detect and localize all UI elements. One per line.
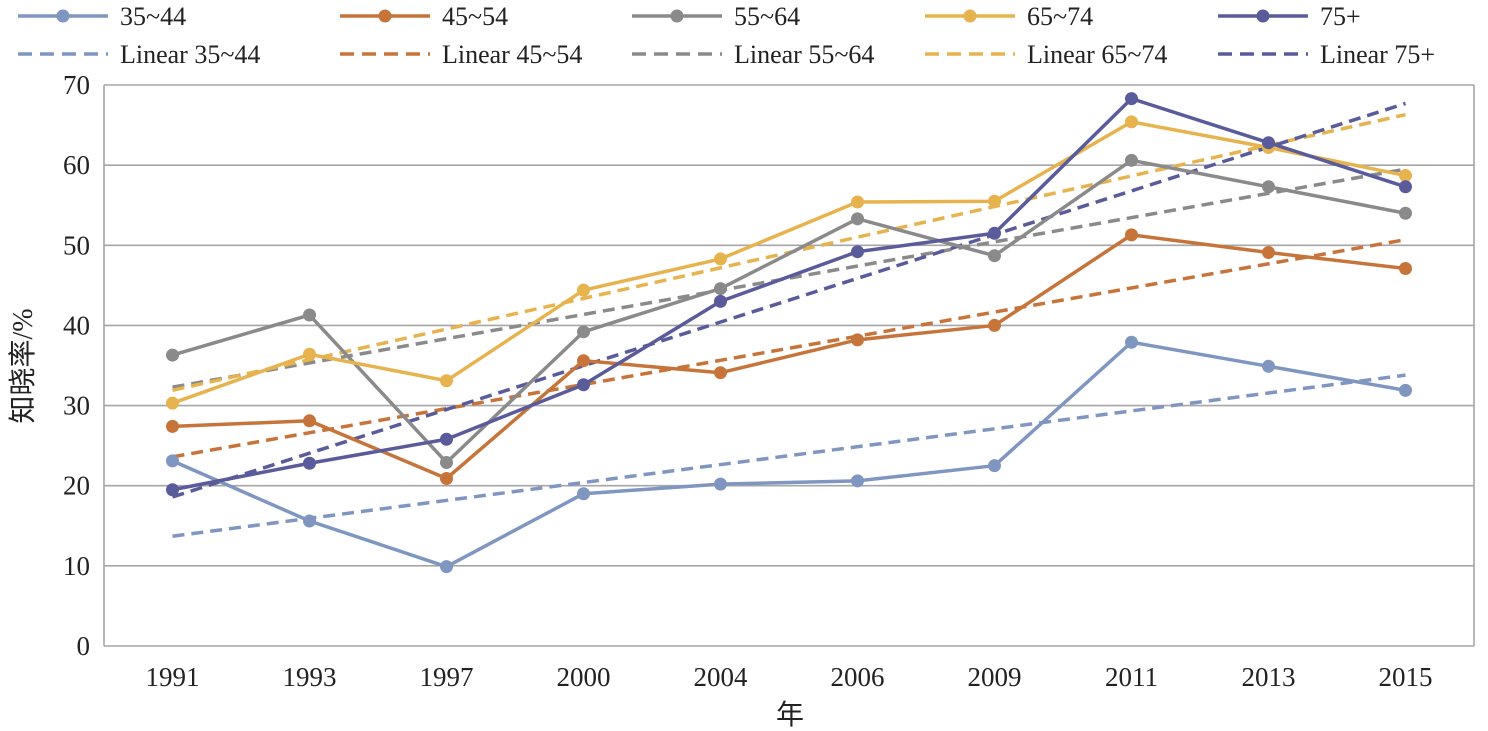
y-axis-label: 知晓率/%: [7, 308, 39, 423]
legend-entry[interactable]: 45~54: [442, 2, 508, 31]
data-point: [166, 396, 179, 410]
x-tick-label: 2009: [968, 662, 1022, 692]
series-line: [171, 120, 1406, 405]
data-point: [851, 212, 864, 226]
data-point: [440, 455, 453, 469]
data-point: [714, 252, 727, 266]
data-point: [303, 514, 316, 528]
data-point: [440, 432, 453, 446]
data-point: [1125, 335, 1138, 349]
trendline: [171, 101, 1407, 499]
legend-entry[interactable]: Linear 65~74: [1027, 40, 1167, 69]
trendlines: [171, 101, 1407, 538]
data-point: [988, 194, 1001, 208]
data-point: [1262, 245, 1275, 259]
data-point: [1125, 228, 1138, 242]
x-axis-label: 年: [776, 699, 804, 731]
data-point: [440, 374, 453, 388]
data-point: [303, 456, 316, 470]
y-tick-label: 30: [63, 391, 90, 421]
x-tick-label: 2006: [831, 662, 885, 692]
legend-marker: [670, 9, 684, 23]
y-tick-label: 10: [63, 551, 90, 581]
data-point: [714, 477, 727, 491]
legend-marker: [1256, 9, 1270, 23]
data-point: [1399, 262, 1412, 276]
data-point: [1399, 180, 1412, 194]
data-point: [1262, 180, 1275, 194]
x-tick-label: 1997: [420, 662, 474, 692]
y-tick-label: 20: [63, 471, 90, 501]
legend-marker: [378, 9, 392, 23]
data-point: [577, 283, 590, 297]
x-tick-label: 1991: [146, 662, 200, 692]
axes: 0 10 20 30 40 50 60 70 1991 1993 1997 2000 2004 2006 2…: [63, 70, 1475, 692]
data-point: [714, 282, 727, 296]
data-point: [1399, 169, 1412, 183]
x-tick-label: 2004: [694, 662, 749, 692]
data-point: [714, 294, 727, 308]
data-point: [440, 472, 453, 486]
data-point: [440, 560, 453, 574]
data-point: [303, 308, 316, 322]
data-point: [988, 459, 1001, 473]
data-point: [577, 378, 590, 392]
legend[interactable]: 35~44 45~54 55~64 65~74 75+ Linear 35~44 Linea…: [18, 2, 1435, 69]
grid-lines: [104, 84, 1474, 647]
data-point: [166, 348, 179, 362]
legend-entry[interactable]: 35~44: [120, 2, 186, 31]
data-point: [166, 419, 179, 433]
y-tick-label: 40: [63, 310, 90, 340]
data-point: [851, 474, 864, 488]
x-tick-label: 2015: [1379, 662, 1433, 692]
legend-marker: [963, 9, 977, 23]
y-tick-label: 70: [63, 70, 90, 100]
x-tick-label: 2011: [1105, 662, 1158, 692]
data-point: [303, 414, 316, 428]
data-point: [1125, 115, 1138, 129]
legend-entry[interactable]: Linear 45~54: [442, 40, 582, 69]
data-point: [1262, 136, 1275, 150]
data-point: [988, 249, 1001, 263]
x-tick-label: 2000: [557, 662, 611, 692]
trendline: [172, 237, 1406, 459]
data-point: [577, 487, 590, 501]
data-point: [714, 366, 727, 380]
legend-entry[interactable]: 65~74: [1027, 2, 1093, 31]
y-tick-label: 60: [63, 150, 90, 180]
data-point: [577, 325, 590, 339]
legend-entry[interactable]: Linear 75+: [1320, 40, 1435, 69]
series-line: [172, 96, 1407, 492]
data-point: [988, 226, 1001, 240]
series-line: [172, 158, 1406, 465]
data-point: [303, 347, 316, 361]
data-point: [851, 245, 864, 259]
x-tick-label: 2013: [1242, 662, 1296, 692]
data-point: [1399, 383, 1412, 397]
legend-marker: [56, 9, 70, 23]
data-point: [851, 333, 864, 347]
legend-entry[interactable]: Linear 35~44: [120, 40, 260, 69]
legend-entry[interactable]: Linear 55~64: [734, 40, 874, 69]
data-point: [988, 318, 1001, 332]
legend-entry[interactable]: 55~64: [734, 2, 800, 31]
data-point: [1125, 153, 1138, 167]
data-point: [1399, 206, 1412, 220]
series-line: [171, 340, 1406, 569]
y-tick-label: 50: [63, 230, 90, 260]
data-point: [851, 195, 864, 209]
data-point: [577, 354, 590, 368]
legend-entry[interactable]: 75+: [1320, 2, 1361, 31]
y-tick-label: 0: [77, 631, 91, 661]
x-tick-label: 1993: [283, 662, 337, 692]
data-point: [166, 483, 179, 497]
data-point: [1262, 359, 1275, 373]
data-series: [166, 92, 1412, 574]
trendline: [172, 373, 1406, 538]
data-point: [166, 454, 179, 468]
data-point: [1125, 92, 1138, 106]
